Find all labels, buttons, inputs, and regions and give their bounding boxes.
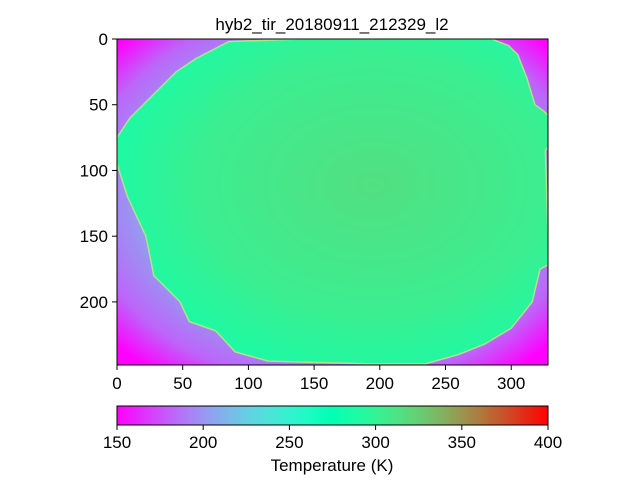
colorbar-tick-label: 400 bbox=[534, 433, 562, 452]
colorbar-tick-label: 200 bbox=[189, 433, 217, 452]
y-axis: 0 50 100 150 200 bbox=[80, 30, 117, 312]
y-tick-label: 0 bbox=[99, 30, 108, 49]
y-tick-label: 50 bbox=[89, 96, 108, 115]
colorbar-tick-label: 150 bbox=[103, 433, 131, 452]
colorbar bbox=[117, 406, 548, 425]
heatmap-plot bbox=[117, 39, 548, 365]
chart-title: hyb2_tir_20180911_212329_l2 bbox=[215, 15, 448, 34]
x-tick-label: 300 bbox=[497, 374, 525, 393]
x-tick-label: 200 bbox=[366, 374, 394, 393]
colorbar-frame bbox=[116, 405, 549, 426]
colorbar-tick-label: 250 bbox=[275, 433, 303, 452]
y-tick-label: 150 bbox=[80, 227, 108, 246]
x-tick-label: 100 bbox=[234, 374, 262, 393]
colorbar-ticks: 150 200 250 300 350 400 bbox=[103, 425, 562, 452]
colorbar-label: Temperature (K) bbox=[271, 456, 394, 475]
colorbar-tick-label: 350 bbox=[448, 433, 476, 452]
x-tick-label: 0 bbox=[112, 374, 121, 393]
x-tick-label: 50 bbox=[173, 374, 192, 393]
plot-frame bbox=[116, 38, 549, 366]
asteroid-body bbox=[117, 39, 548, 365]
colorbar-tick-label: 300 bbox=[361, 433, 389, 452]
x-tick-label: 150 bbox=[300, 374, 328, 393]
y-tick-label: 100 bbox=[80, 161, 108, 180]
y-tick-label: 200 bbox=[80, 293, 108, 312]
x-axis: 0 50 100 150 200 250 300 bbox=[112, 365, 525, 393]
x-tick-label: 250 bbox=[431, 374, 459, 393]
